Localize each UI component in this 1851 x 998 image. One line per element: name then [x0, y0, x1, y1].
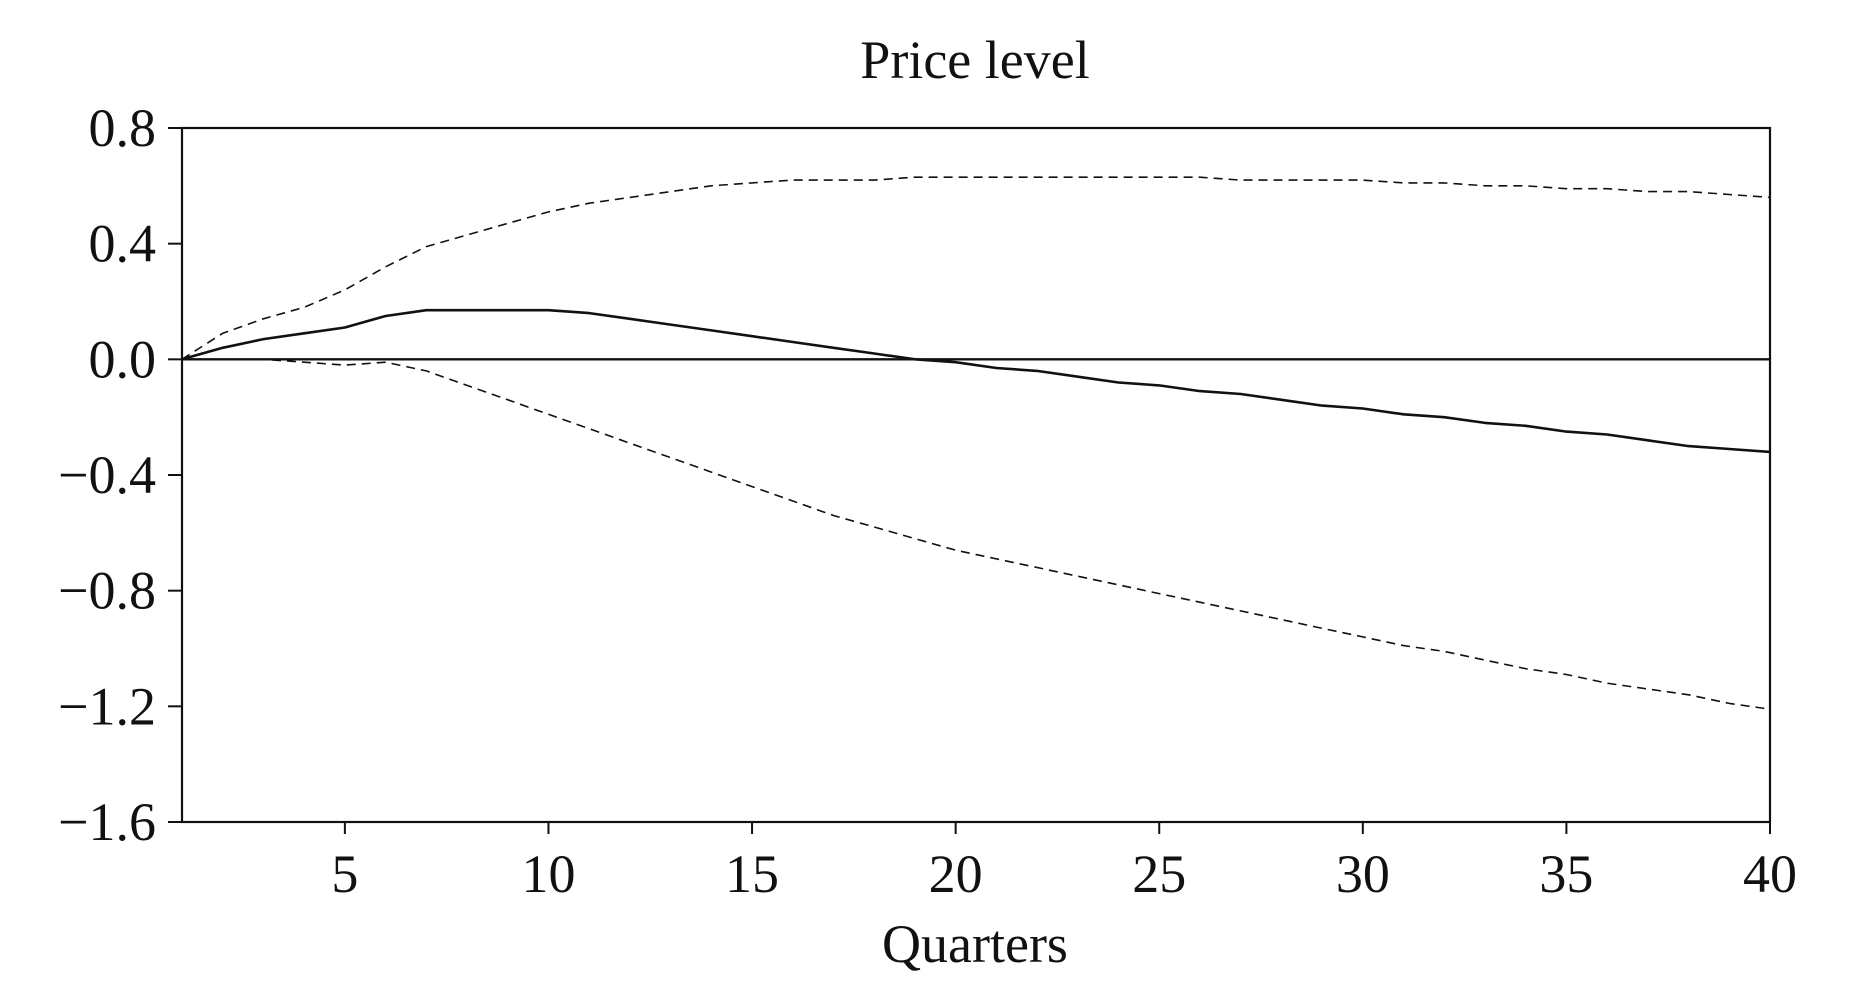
x-tick-label: 10	[521, 844, 575, 904]
series-line-lower-band	[182, 358, 1771, 710]
plot-area: 0.8 0.4 0.0 −0.4 −0.8 −1.2 −1.6 5 10 15 20 25 30 35 40	[58, 98, 1797, 904]
x-tick-label: 30	[1336, 844, 1390, 904]
y-tick-label: 0.8	[89, 98, 157, 158]
y-tick-label: −0.8	[58, 561, 156, 621]
series-line-upper-band	[181, 176, 1771, 360]
y-tick-label: 0.0	[89, 329, 157, 389]
x-axis-label: Quarters	[882, 914, 1068, 974]
x-tick-label: 15	[725, 844, 779, 904]
y-tick-label: −1.6	[58, 792, 156, 852]
x-tick-label: 40	[1743, 844, 1797, 904]
x-tick-label: 35	[1539, 844, 1593, 904]
series-line-estimate	[181, 308, 1771, 454]
y-tick-label: 0.4	[89, 214, 157, 274]
y-tick-label: −0.4	[58, 445, 156, 505]
chart-title: Price level	[860, 30, 1089, 90]
x-tick-label: 5	[331, 844, 358, 904]
plot-frame	[180, 126, 1772, 824]
y-tick-label: −1.2	[58, 676, 156, 736]
x-tick-label: 20	[929, 844, 983, 904]
x-tick-label: 25	[1132, 844, 1186, 904]
